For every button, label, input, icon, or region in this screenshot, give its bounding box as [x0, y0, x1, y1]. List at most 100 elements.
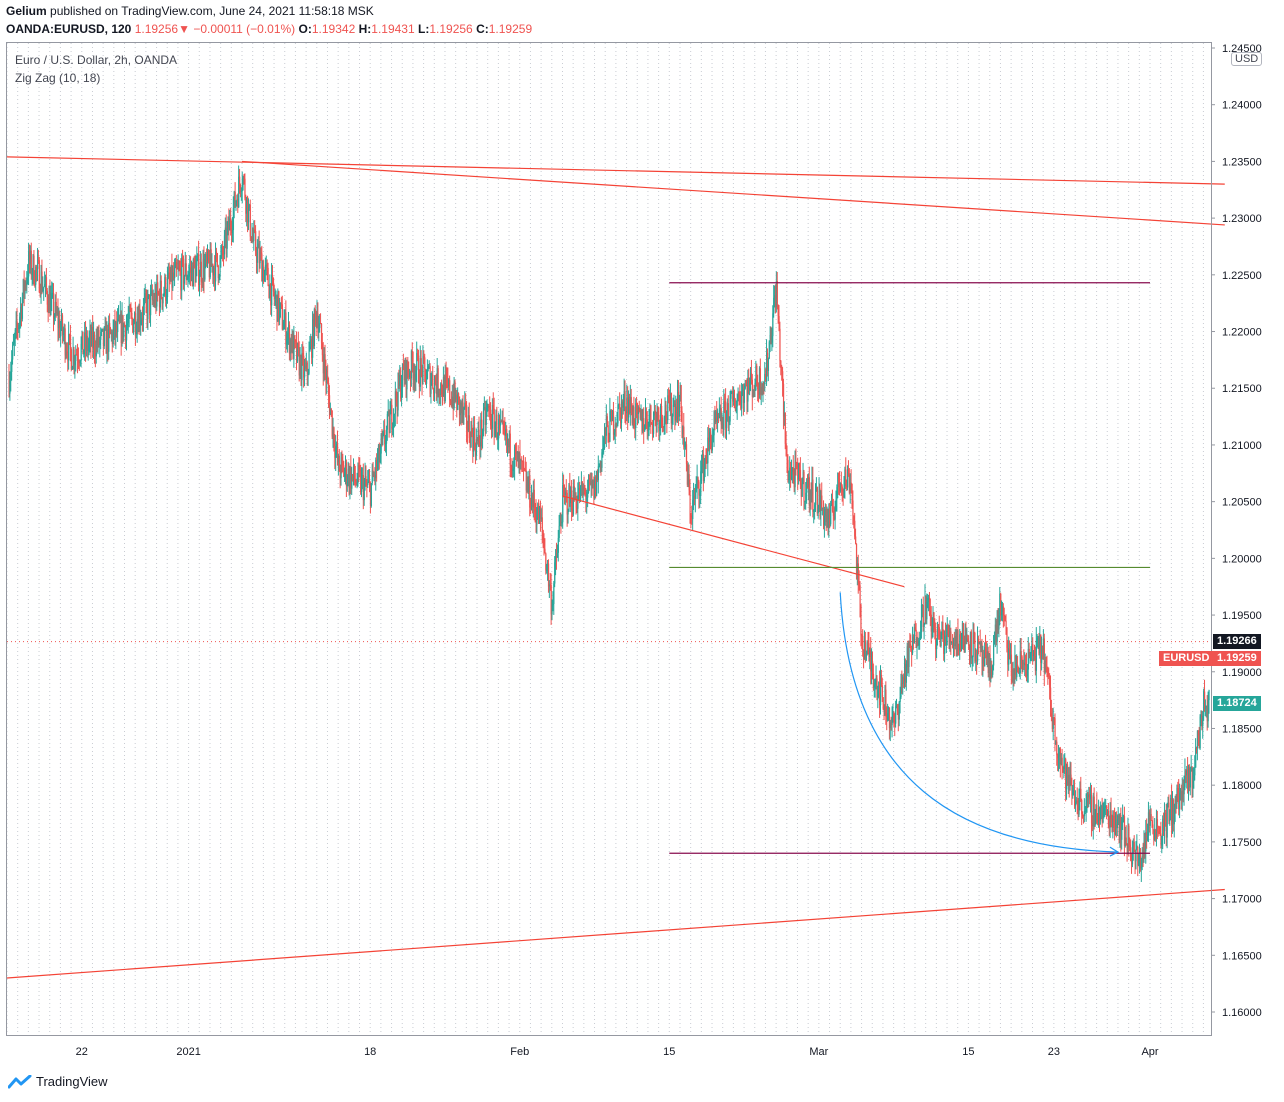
- candle-body: [1147, 835, 1149, 840]
- candle-body: [1020, 651, 1022, 657]
- candle-body: [150, 293, 152, 316]
- indicator-legend[interactable]: Zig Zag (10, 18): [15, 71, 101, 85]
- candle-body: [501, 420, 503, 422]
- candle-body: [1101, 806, 1103, 823]
- candle-body: [102, 328, 105, 347]
- candle-body: [321, 342, 324, 356]
- candle-body: [466, 429, 469, 431]
- candle-body: [671, 416, 673, 424]
- candle-body: [736, 398, 738, 407]
- candle-body: [1182, 790, 1184, 795]
- candle-body: [963, 648, 965, 653]
- candle-body: [404, 359, 406, 381]
- candle-body: [866, 642, 868, 655]
- candle-body: [758, 389, 760, 395]
- candle-body: [304, 365, 306, 378]
- candle-body: [120, 313, 122, 343]
- candle-body: [550, 584, 552, 615]
- instrument-legend[interactable]: Euro / U.S. Dollar, 2h, OANDA: [15, 53, 178, 67]
- candle-body: [207, 250, 209, 261]
- candle-body: [673, 403, 675, 405]
- candle-body: [1152, 824, 1154, 830]
- candle-body: [735, 406, 737, 412]
- candle-body: [600, 461, 602, 468]
- candle-body: [1088, 793, 1090, 798]
- candle-body: [1030, 652, 1032, 654]
- candle-body: [361, 475, 363, 492]
- candle-body: [226, 228, 228, 249]
- candle-body: [210, 249, 212, 267]
- candle-body: [824, 509, 827, 517]
- candle-body: [486, 407, 488, 413]
- candle-body: [476, 439, 478, 441]
- candle-body: [725, 410, 728, 429]
- candle-body: [949, 631, 951, 642]
- candle-body: [687, 474, 689, 485]
- candle-body: [377, 445, 380, 460]
- tradingview-footer[interactable]: TradingView: [8, 1074, 108, 1089]
- candle-body: [538, 503, 540, 524]
- candle-body: [512, 468, 514, 471]
- candle-body: [158, 292, 161, 308]
- candle-body: [1082, 815, 1085, 817]
- candle-body: [261, 253, 263, 282]
- currency-badge[interactable]: USD: [1231, 52, 1263, 66]
- candle-body: [269, 283, 271, 299]
- candle-body: [566, 492, 568, 515]
- x-tick-label: 18: [364, 1046, 376, 1058]
- candle-body: [510, 465, 512, 467]
- candle-body: [596, 471, 598, 497]
- candle-body: [977, 638, 979, 662]
- candle-body: [243, 177, 245, 179]
- candle-body: [31, 273, 33, 276]
- candle-body: [138, 309, 140, 332]
- candle-body: [961, 639, 963, 641]
- candle-body: [994, 624, 997, 640]
- chart-pane[interactable]: [6, 42, 1212, 1036]
- candle-body: [634, 424, 636, 429]
- candle-body: [1188, 767, 1191, 788]
- candle-body: [212, 264, 214, 276]
- candle-body: [764, 374, 766, 385]
- y-tick-label: 1.16500: [1222, 950, 1262, 962]
- candle-body: [125, 326, 127, 341]
- candle-body: [663, 423, 665, 428]
- candle-body: [1023, 662, 1025, 665]
- candle-body: [414, 373, 416, 381]
- candle-body: [1006, 627, 1008, 648]
- candle-body: [623, 391, 625, 402]
- candle-body: [1172, 799, 1175, 825]
- candle-body: [410, 350, 413, 379]
- candle-body: [399, 375, 401, 387]
- candle-body: [25, 282, 27, 286]
- candle-body: [325, 368, 327, 383]
- candle-body: [224, 227, 227, 236]
- candle-body: [573, 486, 575, 501]
- candle-body: [555, 556, 557, 563]
- candle-body: [255, 231, 257, 253]
- candle-body: [1050, 687, 1052, 714]
- author-name[interactable]: Gelium: [6, 4, 47, 18]
- candle-body: [536, 518, 538, 525]
- candle-body: [1161, 835, 1163, 846]
- candle-body: [524, 469, 527, 471]
- candle-body: [328, 383, 330, 396]
- candle-body: [82, 331, 84, 355]
- candle-body: [126, 323, 129, 326]
- candle-body: [659, 422, 661, 431]
- candle-body: [105, 326, 107, 354]
- candle-body: [1208, 690, 1210, 701]
- candle-body: [676, 406, 678, 419]
- candle-body: [740, 403, 742, 409]
- candle-body: [442, 377, 445, 397]
- candle-body: [1052, 717, 1054, 729]
- candle-body: [432, 374, 434, 389]
- candle-body: [831, 500, 834, 512]
- candle-body: [1009, 654, 1012, 659]
- candle-body: [343, 465, 345, 477]
- candle-body: [555, 556, 558, 558]
- candle-body: [542, 530, 544, 540]
- candle-body: [937, 624, 940, 628]
- symbol-name-tag: EURUSD: [1159, 651, 1214, 666]
